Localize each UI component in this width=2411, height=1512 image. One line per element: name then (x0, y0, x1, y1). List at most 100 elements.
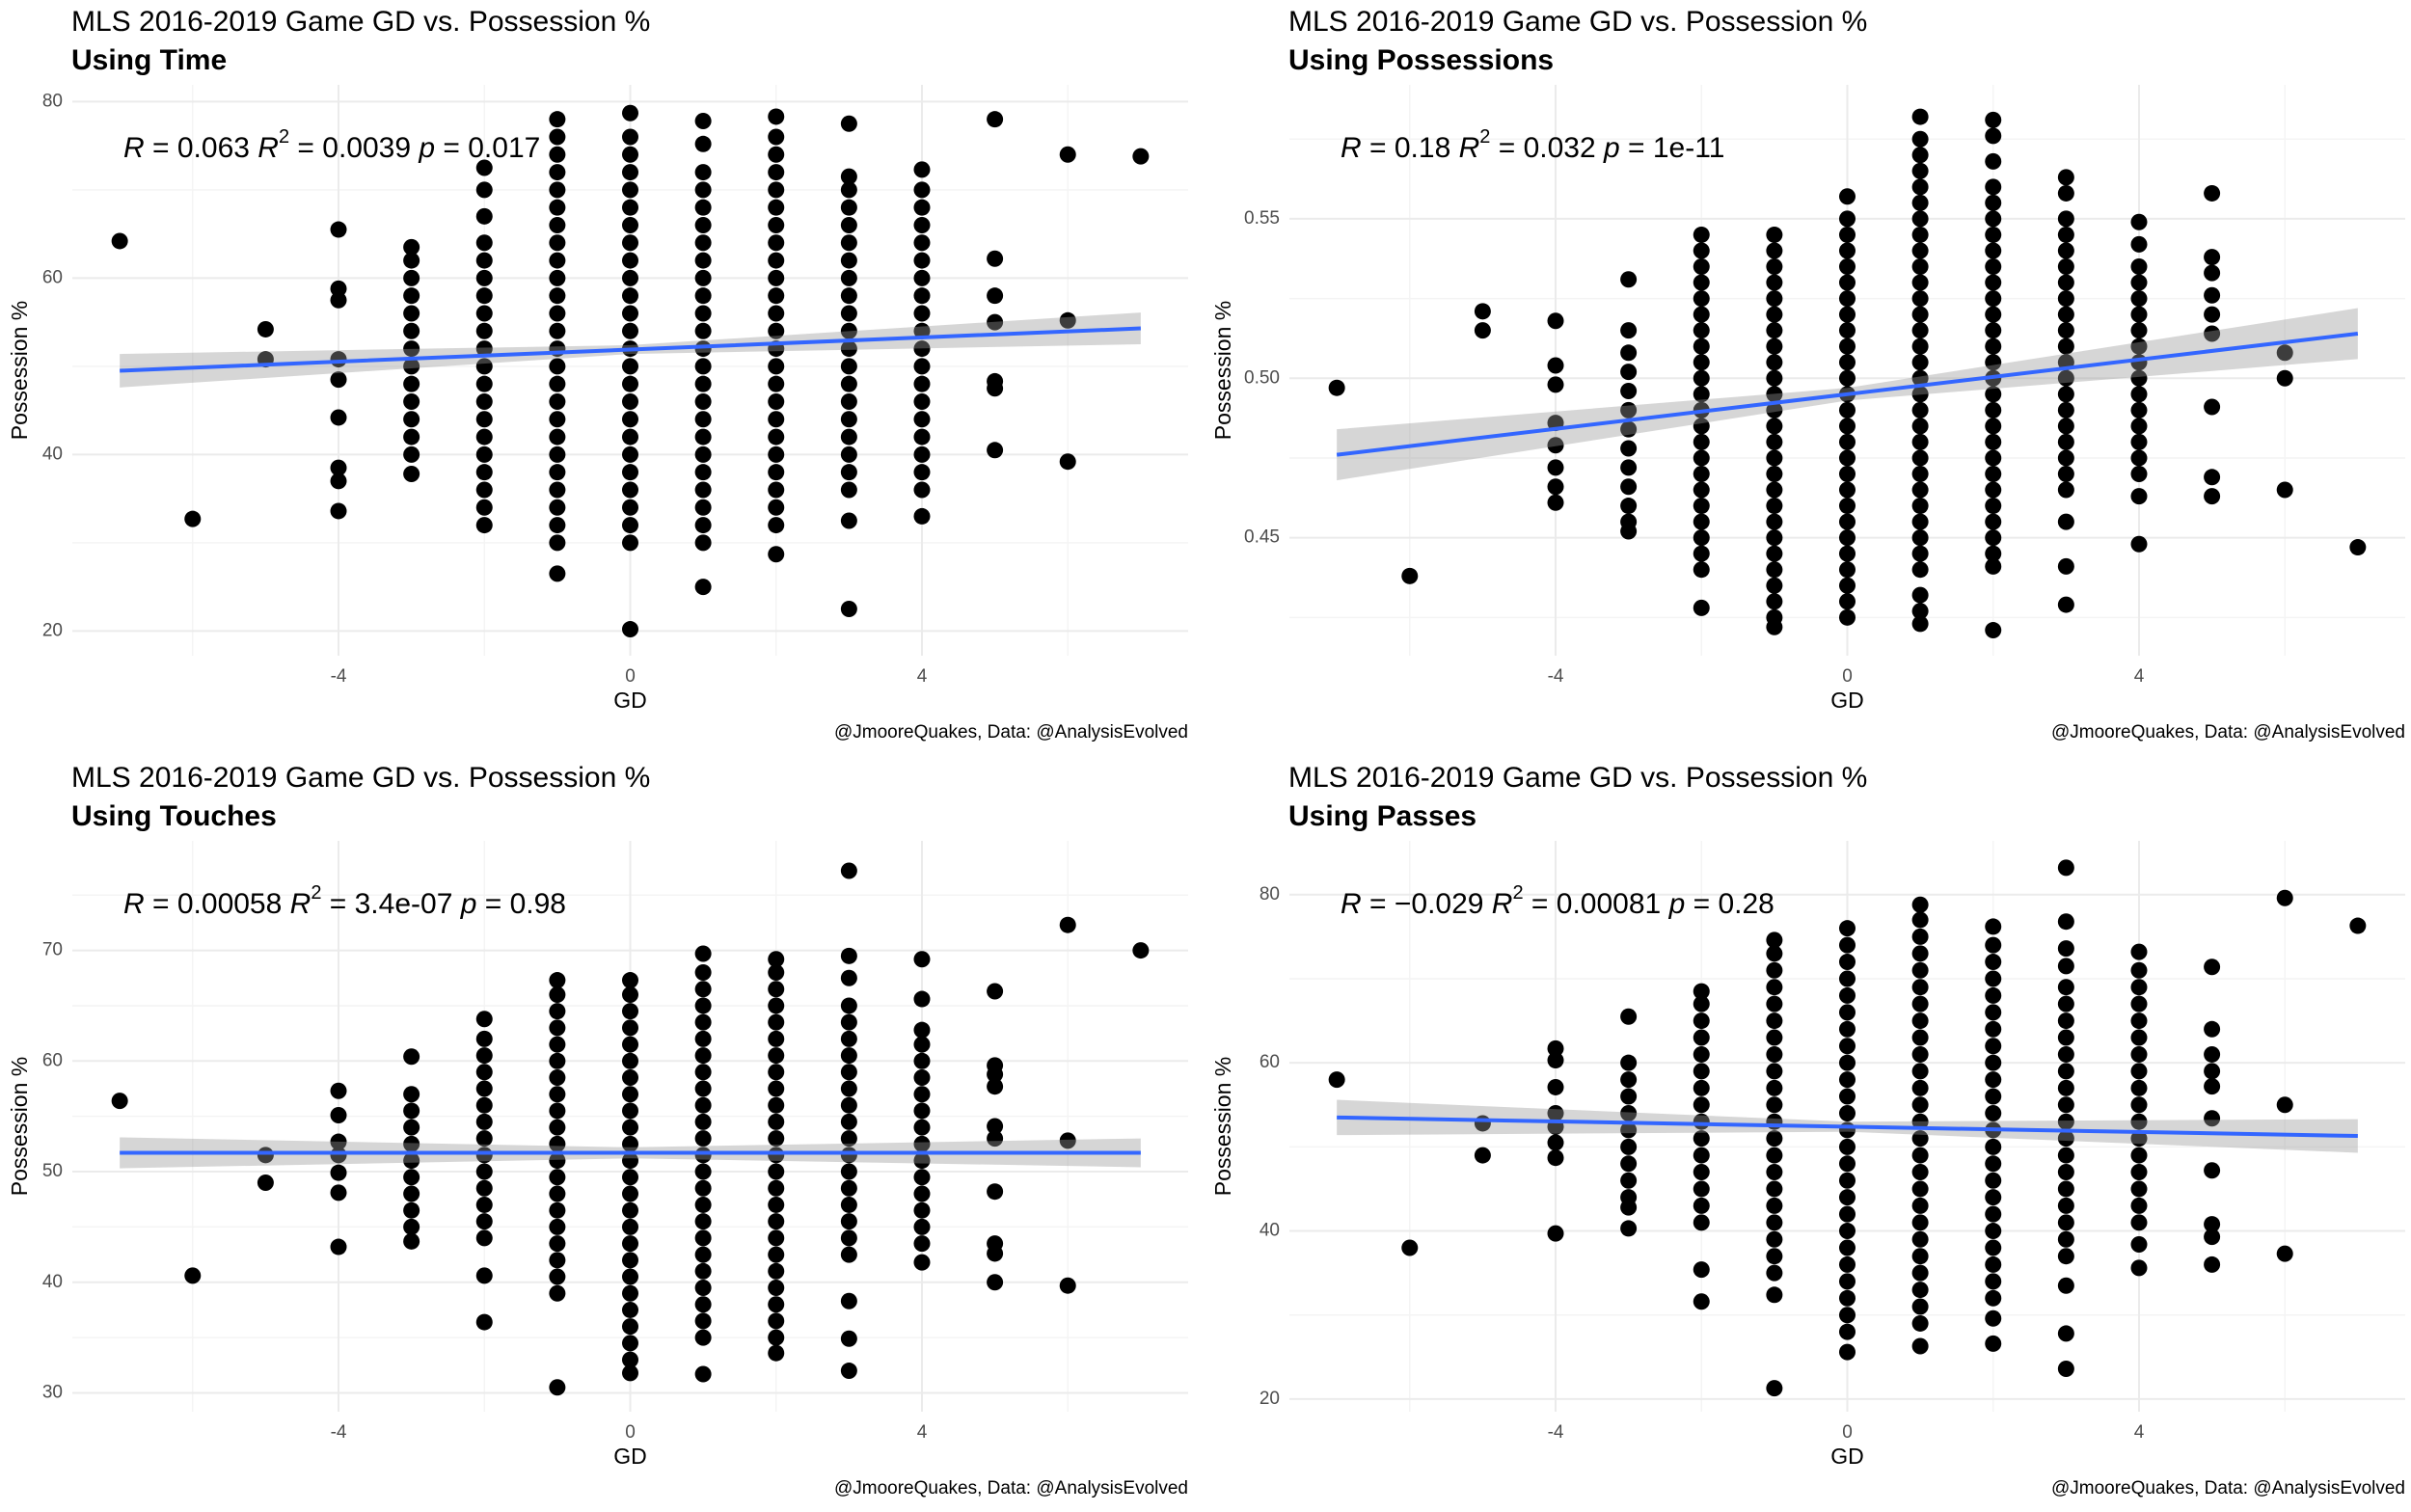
point (694, 113, 712, 130)
point (622, 446, 638, 463)
point (1911, 1096, 1929, 1114)
point (1059, 146, 1076, 163)
point (1766, 1045, 1783, 1063)
point (1911, 1164, 1929, 1181)
point (2057, 1214, 2074, 1231)
point (694, 1312, 712, 1330)
point (1839, 354, 1856, 371)
point (1401, 567, 1419, 584)
point (1620, 1104, 1638, 1121)
point (2130, 1113, 2148, 1130)
point (549, 1252, 566, 1269)
point (987, 380, 1004, 397)
point (2130, 1235, 2148, 1253)
point (622, 1252, 638, 1269)
point (475, 499, 493, 516)
annotation-part: R (1459, 132, 1480, 164)
point (768, 234, 785, 252)
point (475, 446, 493, 463)
point (2130, 306, 2148, 323)
point (694, 1229, 712, 1247)
point (1839, 920, 1856, 937)
point (2130, 1029, 2148, 1046)
point (1985, 1104, 2002, 1121)
point (1985, 936, 2002, 954)
point (1474, 303, 1491, 320)
point (2057, 258, 2074, 276)
point (840, 1096, 857, 1114)
point (840, 464, 857, 481)
point (1620, 420, 1638, 438)
point (403, 392, 420, 410)
point (840, 115, 857, 132)
x-tick-label: 4 (2134, 1422, 2145, 1443)
point (549, 446, 566, 463)
y-tick-label: 40 (1260, 1221, 1280, 1241)
point (694, 1262, 712, 1280)
point (622, 305, 638, 322)
point (840, 601, 857, 618)
point (403, 305, 420, 322)
point (1693, 481, 1710, 499)
point (2057, 1361, 2074, 1378)
point (1985, 322, 2002, 339)
point (1985, 152, 2002, 170)
annotation-part: = 1e-11 (1620, 132, 1725, 164)
point (1620, 523, 1638, 540)
point (1693, 1045, 1710, 1063)
annotation-part: p (1668, 888, 1686, 920)
point (2204, 249, 2221, 266)
point (913, 1069, 931, 1087)
point (1766, 433, 1783, 450)
point (1839, 481, 1856, 499)
point (1985, 918, 2002, 935)
point (1839, 1323, 1856, 1340)
point (1911, 1130, 1929, 1148)
point (1985, 449, 2002, 467)
point (913, 507, 931, 525)
point (1985, 1205, 2002, 1223)
point (694, 358, 712, 375)
point (840, 252, 857, 269)
annotation: R = 0.063 R2 = 0.0039 p = 0.017 (123, 126, 540, 164)
point (1766, 226, 1783, 243)
point (475, 517, 493, 534)
point (1985, 970, 2002, 987)
point (403, 287, 420, 305)
point (622, 1069, 638, 1087)
point (1839, 498, 1856, 515)
trend-line (120, 326, 1141, 373)
point (403, 1048, 420, 1066)
point (2057, 859, 2074, 877)
point (2057, 418, 2074, 435)
point (1766, 369, 1783, 387)
point (2057, 1230, 2074, 1248)
point (1693, 465, 1710, 482)
point (913, 990, 931, 1008)
point (987, 1183, 1004, 1201)
point (913, 1135, 931, 1152)
point (1620, 364, 1638, 381)
point (1985, 1335, 2002, 1352)
point (694, 252, 712, 269)
point (1693, 274, 1710, 291)
point (1766, 593, 1783, 610)
point (987, 1078, 1004, 1095)
point (549, 1102, 566, 1120)
annotation-part: 2 (1512, 882, 1523, 904)
point (913, 1169, 931, 1186)
point (111, 232, 128, 250)
point (840, 181, 857, 199)
point (1985, 1239, 2002, 1256)
point (1985, 1289, 2002, 1307)
annotation-part: = 0.28 (1685, 888, 1774, 920)
point (1693, 1293, 1710, 1310)
point (2204, 264, 2221, 282)
point (987, 1118, 1004, 1135)
point (622, 517, 638, 534)
point (1985, 1273, 2002, 1290)
point (1985, 557, 2002, 575)
caption: @JmooreQuakes, Data: @AnalysisEvolved (834, 1478, 1188, 1498)
point (622, 146, 638, 163)
point (1839, 1088, 1856, 1105)
